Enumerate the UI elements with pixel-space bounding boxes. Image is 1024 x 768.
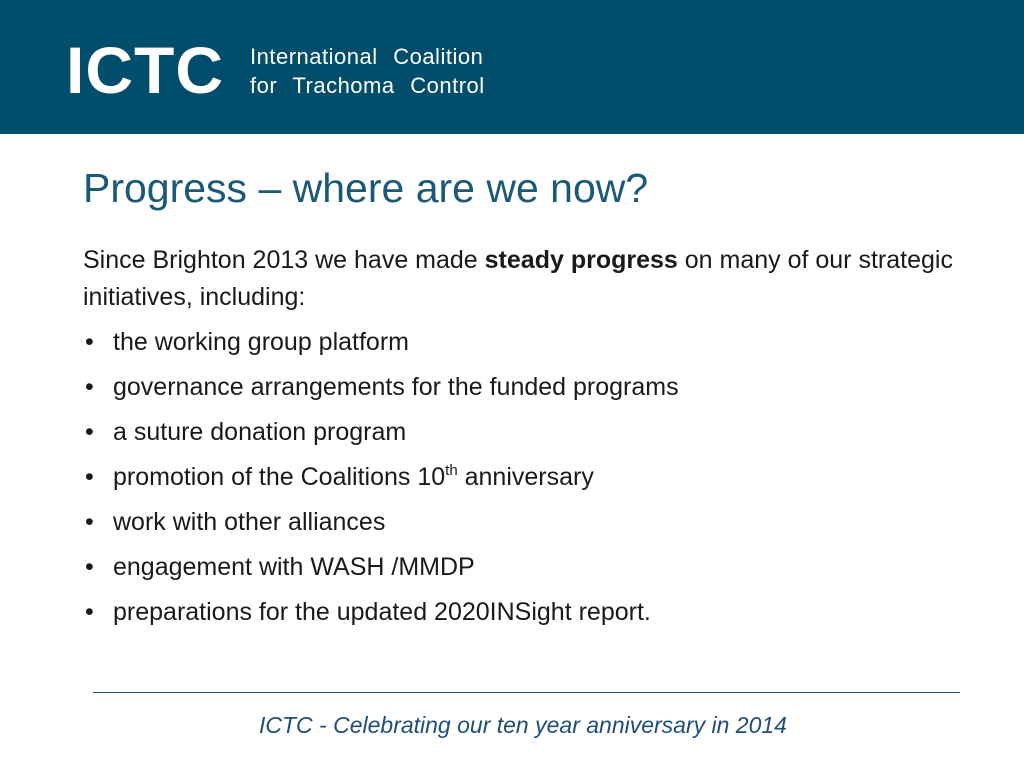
organization-name: International Coalition for Trachoma Con… (250, 42, 485, 100)
bullet-text: a suture donation program (113, 418, 407, 446)
bullet-text: anniversary (464, 463, 594, 491)
bullet-item: preparations for the updated 2020INSight… (83, 592, 679, 637)
bullet-text: the working group platform (113, 328, 409, 356)
intro-text: Since Brighton 2013 we have made steady … (83, 242, 963, 316)
bullet-item: a suture donation program (83, 412, 679, 457)
bullet-item: promotion of the Coalitions 10th anniver… (83, 457, 679, 502)
bullet-list: the working group platform governance arr… (83, 322, 679, 637)
bold-text: steady progress (484, 246, 678, 274)
footer-rule (93, 692, 960, 693)
header-bar: ICTC International Coalition for Trachom… (0, 0, 1024, 134)
footer-text: ICTC - Celebrating our ten year annivers… (259, 712, 787, 738)
name-line: International Coalition (250, 44, 484, 69)
text: Since Brighton 2013 we have made (83, 246, 478, 274)
logo: ICTC (66, 33, 224, 107)
superscript: th (445, 462, 458, 479)
text: on many of our strategic initiatives, in… (83, 246, 953, 311)
bullet-text: governance arrangements for the funded p… (113, 373, 679, 401)
bullet-text: promotion of the Coalitions 10 (113, 463, 446, 491)
bullet-text: work with other alliances (113, 508, 386, 536)
bullet-item: the working group platform (83, 322, 679, 367)
bullet-item: governance arrangements for the funded p… (83, 367, 679, 412)
slide-title: Progress – where are we now? (83, 165, 649, 211)
bullet-item: engagement with WASH /MMDP (83, 547, 679, 592)
bullet-text: engagement with WASH /MMDP (113, 553, 475, 581)
bullet-text: preparations for the updated 2020INSight… (113, 598, 651, 626)
bullet-item: work with other alliances (83, 502, 679, 547)
name-line: for Trachoma Control (250, 73, 485, 98)
